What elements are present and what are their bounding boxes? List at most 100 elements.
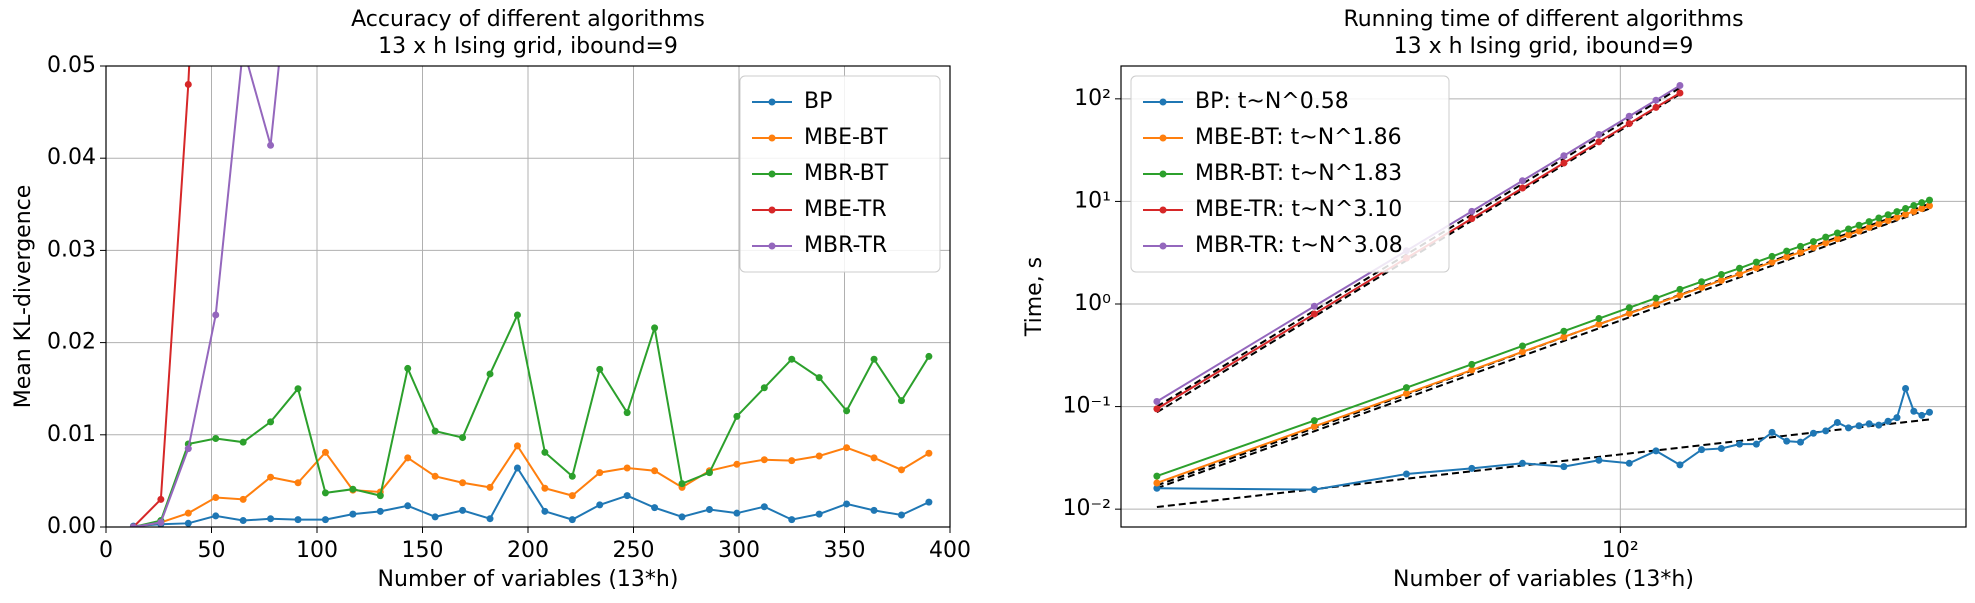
series-line xyxy=(133,311,930,527)
data-point xyxy=(1910,407,1918,415)
data-point xyxy=(1910,202,1918,210)
series-line xyxy=(1156,92,1681,410)
data-point xyxy=(1676,81,1684,89)
data-point xyxy=(1310,417,1318,425)
data-point xyxy=(541,507,549,515)
y-tick-label: 0.04 xyxy=(47,145,96,170)
data-point xyxy=(486,515,494,523)
legend-marker xyxy=(1159,98,1167,106)
data-point xyxy=(1796,438,1804,446)
data-point xyxy=(1153,479,1161,487)
data-point xyxy=(760,456,768,464)
data-point xyxy=(1865,420,1873,428)
data-point xyxy=(1595,456,1603,464)
legend-label: BP: t~N^0.58 xyxy=(1195,89,1349,114)
fit-line xyxy=(1156,93,1681,414)
data-point xyxy=(1918,199,1926,207)
data-point xyxy=(705,505,713,513)
legend-label: MBR-BT xyxy=(804,161,889,186)
data-point xyxy=(1925,202,1933,210)
data-point xyxy=(1809,243,1817,251)
data-point xyxy=(623,464,631,472)
chart-subtitle: 13 x h Ising grid, ibound=9 xyxy=(378,34,678,59)
data-point xyxy=(1844,225,1852,233)
data-point xyxy=(1468,215,1476,223)
data-point xyxy=(294,516,302,524)
legend-marker xyxy=(1159,170,1167,178)
data-point xyxy=(1676,461,1684,469)
data-point xyxy=(267,141,275,149)
data-point xyxy=(1518,348,1526,356)
data-point xyxy=(1153,405,1161,413)
data-point xyxy=(240,44,247,51)
data-point xyxy=(1855,227,1863,235)
series-line xyxy=(1156,385,1930,491)
data-point xyxy=(212,434,220,442)
data-point xyxy=(596,501,604,509)
x-tick-label: 400 xyxy=(929,538,971,563)
data-point xyxy=(1310,302,1318,310)
data-point xyxy=(1402,390,1410,398)
data-point xyxy=(1783,247,1791,255)
data-point xyxy=(1736,440,1744,448)
data-point xyxy=(1595,320,1603,328)
data-point xyxy=(1918,411,1926,419)
data-point xyxy=(459,434,467,442)
legend-label: BP xyxy=(804,89,832,114)
data-point xyxy=(1768,252,1776,260)
data-point xyxy=(1652,294,1660,302)
data-point xyxy=(1884,216,1892,224)
data-point xyxy=(1402,470,1410,478)
data-point xyxy=(897,511,905,519)
y-tick-label: 10⁻¹ xyxy=(1063,394,1111,419)
x-tick-label: 300 xyxy=(718,538,760,563)
y-tick-label: 0.05 xyxy=(47,53,96,78)
data-point xyxy=(1310,486,1318,494)
data-point xyxy=(321,516,329,524)
data-point xyxy=(513,442,521,450)
data-point xyxy=(788,355,796,363)
data-point xyxy=(1796,248,1804,256)
data-point xyxy=(1402,384,1410,392)
data-point xyxy=(1875,220,1883,228)
chart-title: Running time of different algorithms xyxy=(1343,7,1743,32)
data-point xyxy=(1560,152,1568,160)
legend-box xyxy=(1130,75,1450,273)
data-point xyxy=(184,445,192,453)
data-point xyxy=(431,427,439,435)
data-point xyxy=(897,466,905,474)
data-point xyxy=(1560,463,1568,471)
data-point xyxy=(1752,440,1760,448)
data-point xyxy=(1865,218,1873,226)
data-point xyxy=(404,454,412,462)
y-tick-label: 10¹ xyxy=(1074,188,1111,213)
data-point xyxy=(815,510,823,518)
data-point xyxy=(651,324,659,332)
data-point xyxy=(1736,264,1744,272)
data-point xyxy=(1822,239,1830,247)
data-point xyxy=(1468,366,1476,374)
chart-subtitle: 13 x h Ising grid, ibound=9 xyxy=(1394,34,1694,59)
data-point xyxy=(294,385,302,393)
data-point xyxy=(1893,208,1901,216)
data-point xyxy=(321,448,329,456)
data-point xyxy=(843,444,851,452)
data-point xyxy=(1698,278,1706,286)
data-point xyxy=(541,448,549,456)
series-line xyxy=(133,444,930,527)
data-point xyxy=(733,412,741,420)
data-point xyxy=(1783,437,1791,445)
data-point xyxy=(1855,221,1863,229)
x-tick-label: 350 xyxy=(824,538,866,563)
data-point xyxy=(596,365,604,373)
data-point xyxy=(267,418,275,426)
data-point xyxy=(1468,360,1476,368)
data-point xyxy=(1875,421,1883,429)
data-point xyxy=(1595,131,1603,139)
data-point xyxy=(513,311,521,319)
legend-label: MBR-TR: t~N^3.08 xyxy=(1195,233,1403,258)
data-point xyxy=(1925,408,1933,416)
data-point xyxy=(376,492,384,500)
data-point xyxy=(1875,214,1883,222)
